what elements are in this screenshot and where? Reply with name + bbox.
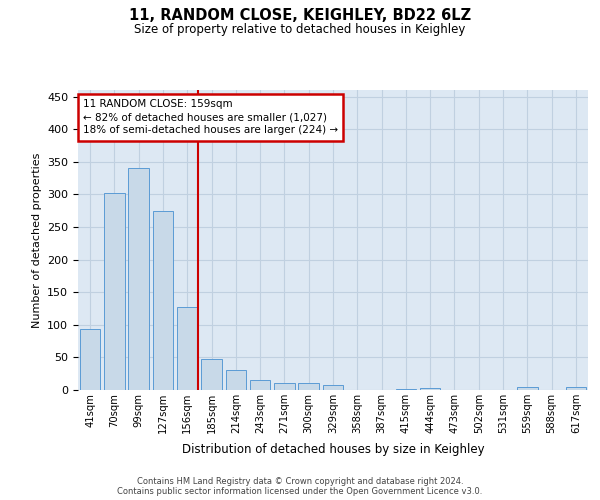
Bar	[274, 384, 295, 390]
Bar	[177, 306, 197, 390]
Bar	[152, 212, 173, 390]
Text: 11 RANDOM CLOSE: 159sqm
← 82% of detached houses are smaller (1,027)
18% of semi: 11 RANDOM CLOSE: 159sqm ← 82% of detache…	[83, 99, 338, 136]
Bar	[250, 380, 271, 390]
Bar	[395, 388, 416, 390]
Bar	[80, 330, 100, 390]
Text: Distribution of detached houses by size in Keighley: Distribution of detached houses by size …	[182, 442, 484, 456]
Text: Contains HM Land Registry data © Crown copyright and database right 2024.: Contains HM Land Registry data © Crown c…	[137, 478, 463, 486]
Text: 11, RANDOM CLOSE, KEIGHLEY, BD22 6LZ: 11, RANDOM CLOSE, KEIGHLEY, BD22 6LZ	[129, 8, 471, 22]
Bar	[226, 370, 246, 390]
Text: Size of property relative to detached houses in Keighley: Size of property relative to detached ho…	[134, 22, 466, 36]
Bar	[298, 384, 319, 390]
Bar	[517, 386, 538, 390]
Bar	[201, 360, 222, 390]
Y-axis label: Number of detached properties: Number of detached properties	[32, 152, 41, 328]
Bar	[323, 385, 343, 390]
Bar	[566, 388, 586, 390]
Bar	[420, 388, 440, 390]
Bar	[104, 193, 125, 390]
Text: Contains public sector information licensed under the Open Government Licence v3: Contains public sector information licen…	[118, 488, 482, 496]
Bar	[128, 168, 149, 390]
